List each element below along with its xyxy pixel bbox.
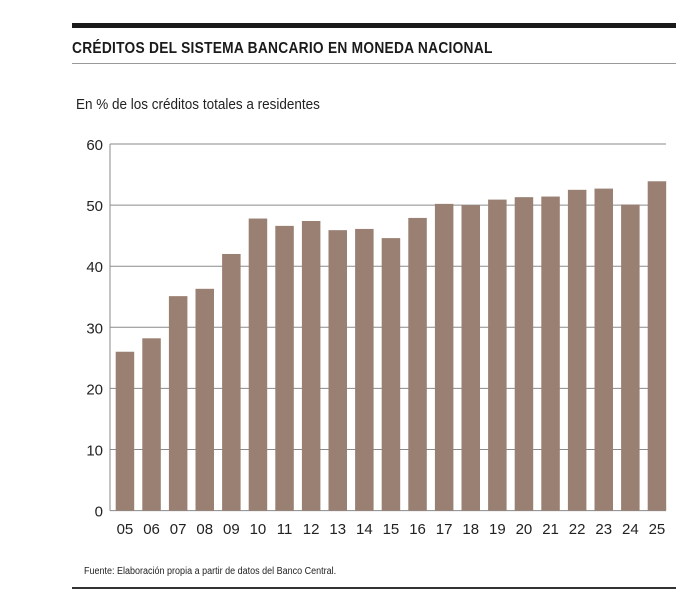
bar-07 bbox=[168, 296, 188, 511]
x-tick-label: 13 bbox=[329, 521, 346, 538]
y-tick-label: 40 bbox=[86, 259, 103, 276]
x-tick-label: 21 bbox=[542, 521, 559, 538]
x-tick-label: 18 bbox=[462, 521, 479, 538]
y-tick-label: 30 bbox=[86, 320, 103, 337]
x-tick-label: 22 bbox=[569, 521, 586, 538]
title-rule bbox=[72, 63, 676, 64]
x-tick-label: 07 bbox=[170, 521, 187, 538]
y-tick-label: 10 bbox=[86, 443, 103, 460]
bar-19 bbox=[488, 199, 507, 511]
bar-21 bbox=[541, 196, 560, 511]
bar-12 bbox=[301, 220, 321, 511]
bar-15 bbox=[381, 238, 401, 511]
x-tick-label: 10 bbox=[250, 521, 267, 538]
x-tick-label: 17 bbox=[436, 521, 453, 538]
y-tick-label: 20 bbox=[86, 381, 103, 398]
bar-13 bbox=[328, 230, 347, 511]
x-tick-label: 23 bbox=[595, 521, 612, 538]
top-rule bbox=[72, 23, 676, 28]
bar-08 bbox=[195, 288, 214, 511]
bar-06 bbox=[142, 338, 161, 511]
y-tick-label: 0 bbox=[95, 504, 103, 521]
bar-09 bbox=[222, 253, 241, 511]
x-tick-label: 08 bbox=[196, 521, 213, 538]
bar-24 bbox=[621, 204, 640, 511]
chart-subtitle: En % de los créditos totales a residente… bbox=[76, 96, 320, 113]
x-tick-label: 19 bbox=[489, 521, 506, 538]
chart-title: CRÉDITOS DEL SISTEMA BANCARIO EN MONEDA … bbox=[72, 40, 493, 57]
x-tick-label: 11 bbox=[277, 521, 293, 538]
bar-25 bbox=[647, 181, 667, 511]
bar-18 bbox=[461, 205, 480, 511]
bar-16 bbox=[408, 217, 427, 511]
x-tick-label: 12 bbox=[303, 521, 320, 538]
x-tick-label: 14 bbox=[356, 521, 373, 538]
x-tick-label: 25 bbox=[649, 521, 666, 538]
bar-11 bbox=[275, 225, 294, 511]
bottom-rule bbox=[72, 587, 676, 589]
x-tick-label: 09 bbox=[223, 521, 240, 538]
y-tick-label: 60 bbox=[86, 137, 103, 154]
x-tick-label: 24 bbox=[622, 521, 639, 538]
bar-10 bbox=[248, 218, 268, 511]
bar-23 bbox=[594, 188, 613, 511]
x-tick-label: 16 bbox=[409, 521, 426, 538]
source-note: Fuente: Elaboración propia a partir de d… bbox=[84, 566, 337, 577]
bar-22 bbox=[567, 189, 587, 511]
bar-17 bbox=[434, 203, 454, 511]
y-tick-label: 50 bbox=[86, 198, 103, 215]
x-tick-label: 15 bbox=[383, 521, 400, 538]
bar-14 bbox=[355, 228, 374, 511]
x-tick-label: 05 bbox=[117, 521, 134, 538]
bar-05 bbox=[115, 351, 135, 511]
x-tick-label: 20 bbox=[516, 521, 533, 538]
bar-20 bbox=[514, 197, 534, 511]
x-tick-label: 06 bbox=[143, 521, 160, 538]
